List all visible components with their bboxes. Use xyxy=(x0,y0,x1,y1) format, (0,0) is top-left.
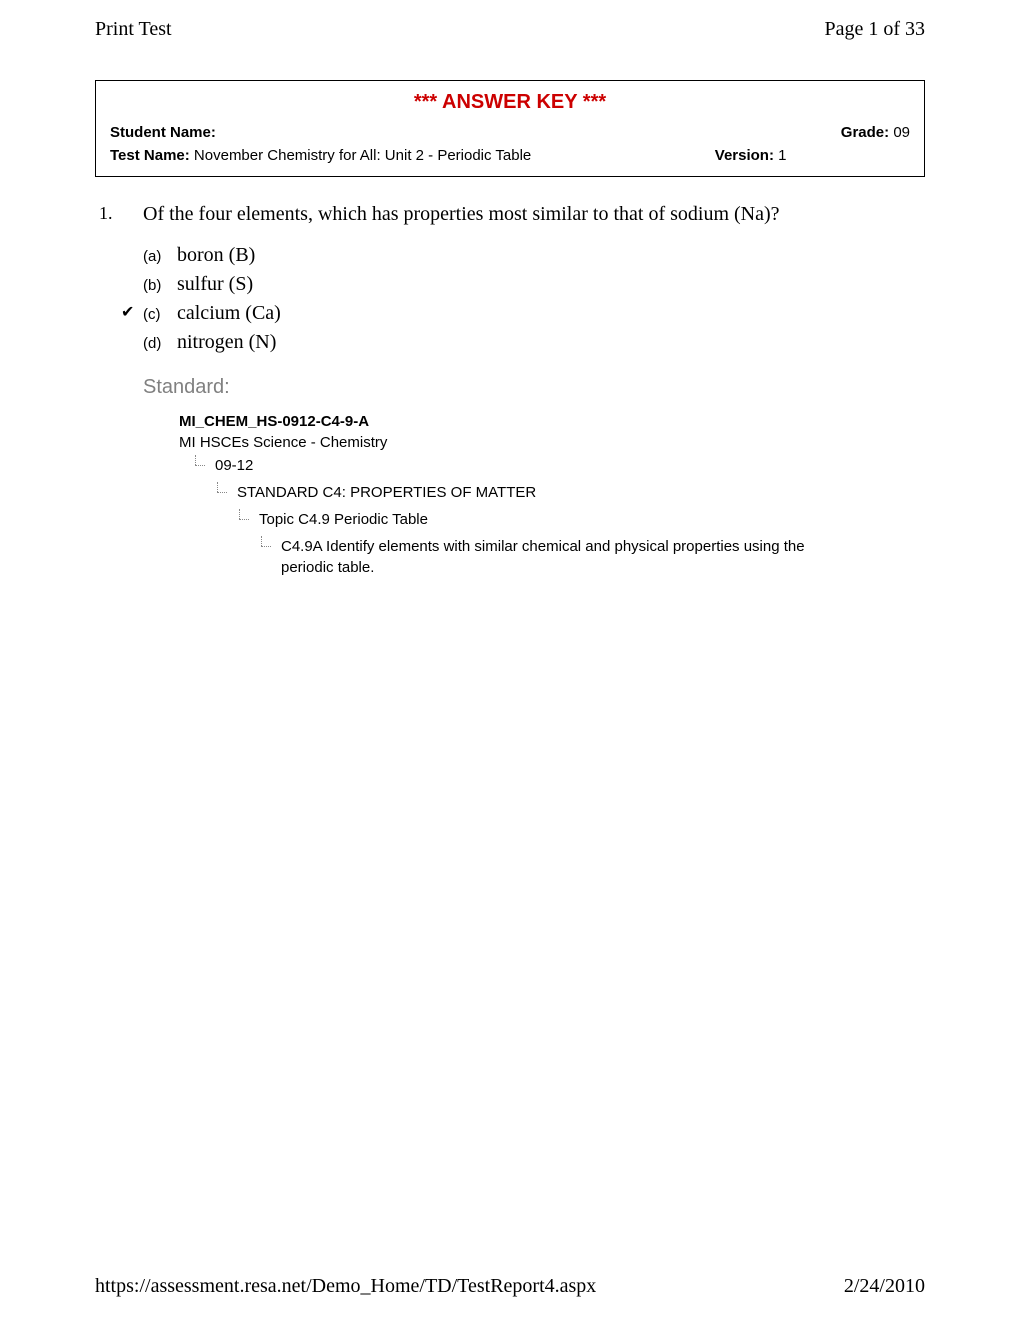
tree-lvl3: Topic C4.9 Periodic Table xyxy=(237,509,925,530)
test-name-value: November Chemistry for All: Unit 2 - Per… xyxy=(194,147,531,164)
choice-text: nitrogen (N) xyxy=(177,331,276,354)
version-value: 1 xyxy=(778,147,786,164)
question-number: 1. xyxy=(95,203,143,584)
choice-text: boron (B) xyxy=(177,244,255,267)
standard-title: Standard: xyxy=(143,376,925,399)
page-header: Print Test Page 1 of 33 xyxy=(0,18,1020,41)
footer-right: 2/24/2010 xyxy=(844,1275,925,1298)
page-footer: https://assessment.resa.net/Demo_Home/TD… xyxy=(0,1275,1020,1298)
test-name-label: Test Name: xyxy=(110,147,190,164)
standard-subject: MI HSCEs Science - Chemistry xyxy=(179,434,925,451)
tree-lvl4: C4.9A Identify elements with similar che… xyxy=(259,536,819,578)
info-box: *** ANSWER KEY *** Student Name: Grade: … xyxy=(95,80,925,177)
choice-d: (d) nitrogen (N) xyxy=(143,331,925,354)
header-right: Page 1 of 33 xyxy=(824,18,925,41)
tree-lvl2: STANDARD C4: PROPERTIES OF MATTER xyxy=(215,482,925,503)
choice-text: calcium (Ca) xyxy=(177,302,281,325)
question-text: Of the four elements, which has properti… xyxy=(143,203,925,226)
choice-c: ✔ (c) calcium (Ca) xyxy=(143,302,925,325)
grade-cell: Grade: 09 xyxy=(841,124,910,141)
header-left: Print Test xyxy=(95,18,172,41)
grade-value: 09 xyxy=(893,124,910,141)
grade-label: Grade: xyxy=(841,124,889,141)
choice-b: (b) sulfur (S) xyxy=(143,273,925,296)
choice-letter: (a) xyxy=(143,248,177,265)
student-name-label: Student Name: xyxy=(110,124,216,141)
content: *** ANSWER KEY *** Student Name: Grade: … xyxy=(95,80,925,584)
question-body: Of the four elements, which has properti… xyxy=(143,203,925,584)
choice-a: (a) boron (B) xyxy=(143,244,925,267)
standard-block: Standard: MI_CHEM_HS-0912-C4-9-A MI HSCE… xyxy=(143,376,925,578)
choice-letter: (d) xyxy=(143,335,177,352)
info-row-2: Test Name: November Chemistry for All: U… xyxy=(110,147,910,164)
check-icon: ✔ xyxy=(121,302,134,322)
info-row-1: Student Name: Grade: 09 xyxy=(110,124,910,141)
question-block: 1. Of the four elements, which has prope… xyxy=(95,203,925,584)
tree-lvl1: 09-12 xyxy=(193,455,925,476)
answer-key-title: *** ANSWER KEY *** xyxy=(110,91,910,114)
footer-left: https://assessment.resa.net/Demo_Home/TD… xyxy=(95,1275,596,1298)
choice-text: sulfur (S) xyxy=(177,273,253,296)
choice-letter: (b) xyxy=(143,277,177,294)
choice-letter: (c) xyxy=(143,306,177,323)
version-cell: Version: 1 xyxy=(715,147,787,164)
test-name-cell: Test Name: November Chemistry for All: U… xyxy=(110,147,531,164)
version-label: Version: xyxy=(715,147,774,164)
standard-code: MI_CHEM_HS-0912-C4-9-A xyxy=(179,413,925,430)
